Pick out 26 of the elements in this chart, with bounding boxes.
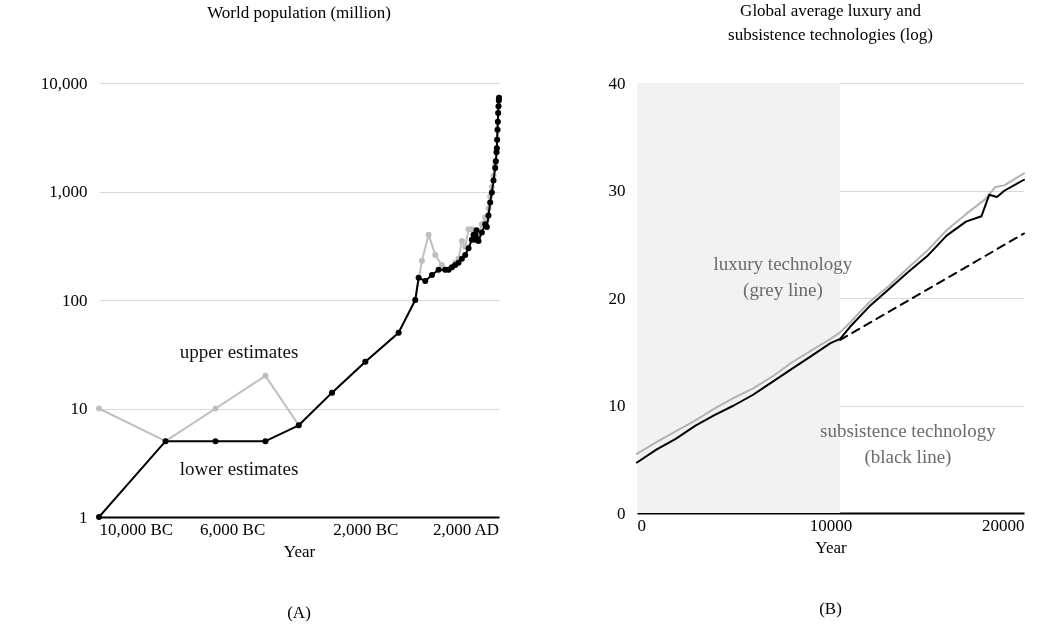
x-tick-label: 2,000 BC [333, 519, 399, 539]
text: (B) [819, 599, 842, 618]
x-tick-label: 0 [637, 515, 646, 535]
y-tick-label: 40 [608, 73, 626, 93]
y-tick-label: 10,000 [40, 73, 88, 93]
x-tick-label: 2,000 AD [432, 519, 499, 539]
chart-title: World population (million) [207, 3, 391, 22]
y-tick-label: 30 [608, 181, 626, 200]
text: (A) [287, 603, 311, 622]
y-tick-label: 20 [608, 288, 626, 308]
x-tick-label: 10,000 BC [99, 519, 174, 539]
annotation: upper estimates [179, 341, 299, 363]
x-tick-label: 20000 [982, 515, 1025, 535]
y-tick-label: 1 [79, 507, 88, 527]
x-tick-label: 6,000 BC [200, 519, 266, 539]
y-tick-label: 10 [70, 399, 88, 418]
x-axis-title: Year [283, 541, 316, 561]
x-tick-label: 10000 [809, 515, 853, 535]
y-tick-label: 100 [62, 290, 88, 310]
chart-title: Global average luxury and subsistence technologies (log) [728, 1, 933, 44]
y-tick-label: 1,000 [49, 182, 88, 201]
x-axis-title: Year [815, 537, 847, 557]
y-tick-label: 10 [608, 396, 626, 415]
annotation: subsistence technology (black line) [820, 420, 997, 469]
annotation: luxury technology (grey line) [713, 252, 853, 301]
annotation: lower estimates [179, 458, 299, 480]
